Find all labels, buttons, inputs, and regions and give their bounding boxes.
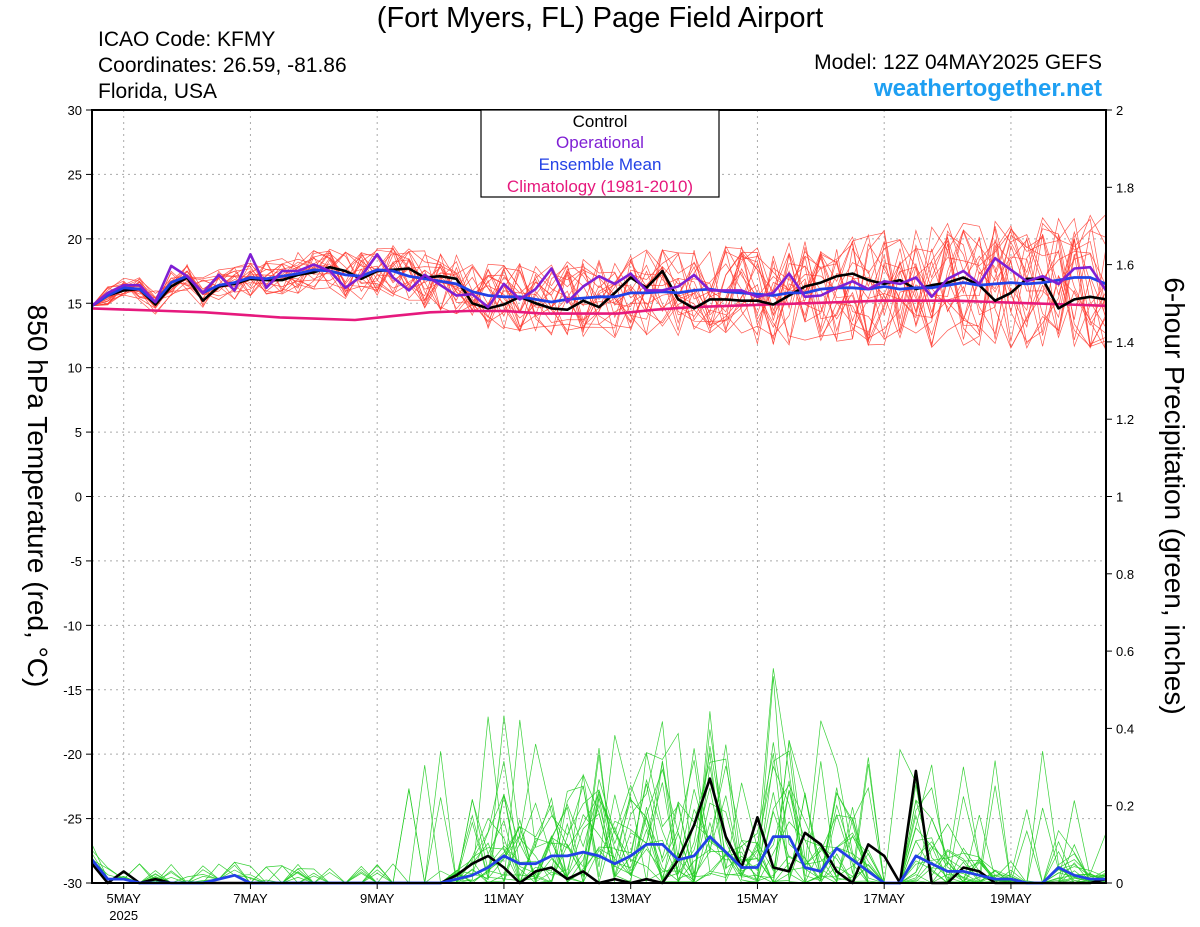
precipitation-member-line (91, 753, 1106, 884)
x-tick-label: 7MAY (233, 891, 268, 906)
precipitation-member-line (91, 753, 1107, 884)
temperature-member-line (91, 214, 1107, 342)
x-tick-label: 9MAY (360, 891, 395, 906)
right-axis-ticks: 2 1.8 1.6 1.4 1.2 1 0.8 0.6 0.4 0.2 0 (1106, 103, 1134, 891)
temperature-member-line (91, 228, 1107, 350)
main-series-lines (90, 253, 1108, 885)
temperature-member-line (91, 233, 1107, 345)
left-tick-label: 20 (68, 232, 82, 247)
chart-title: (Fort Myers, FL) Page Field Airport (376, 2, 824, 34)
right-tick-label: 0 (1116, 876, 1123, 891)
left-tick-label: -30 (63, 876, 82, 891)
right-tick-label: 0.8 (1116, 567, 1134, 582)
operational-temperature-line (91, 253, 1108, 309)
legend-climatology: Climatology (1981-2010) (507, 177, 693, 196)
left-tick-label: 5 (75, 425, 82, 440)
right-tick-label: 0.4 (1116, 721, 1134, 736)
temperature-member-line (91, 230, 1107, 346)
right-tick-label: 1.6 (1116, 258, 1134, 273)
right-tick-label: 1.8 (1116, 180, 1134, 195)
icao-code: ICAO Code: KFMY (98, 28, 276, 51)
plot-frame (91, 109, 1107, 884)
x-tick-year: 2025 (109, 908, 138, 923)
left-axis-ticks: 30 25 20 15 10 5 0 -5 -10 -15 -20 -25 -30 (63, 103, 92, 891)
x-tick-label: 5MAY (106, 891, 141, 906)
legend-operational: Operational (556, 133, 644, 152)
left-tick-label: -10 (63, 618, 82, 633)
site-link[interactable]: weathertogether.net (873, 75, 1102, 102)
left-tick-label: 10 (68, 361, 82, 376)
left-tick-label: 25 (68, 167, 82, 182)
legend-ensemble-mean: Ensemble Mean (539, 155, 662, 174)
precipitation-member-line (91, 748, 1107, 884)
right-tick-label: 1.4 (1116, 335, 1134, 350)
legend-control: Control (573, 112, 628, 131)
grid-lines (92, 110, 1106, 883)
left-axis-label: 850 hPa Temperature (red, °C) (22, 305, 53, 688)
right-tick-label: 0.6 (1116, 644, 1134, 659)
climatology-1981-2010-temperature-line (91, 299, 1107, 322)
right-tick-label: 0.2 (1116, 799, 1134, 814)
temperature-member-line (91, 217, 1107, 349)
coordinates: Coordinates: 26.59, -81.86 (98, 54, 347, 77)
legend-box (480, 109, 720, 198)
right-tick-label: 2 (1116, 103, 1123, 118)
precipitation-member-line (91, 739, 1107, 884)
legend: Control Operational Ensemble Mean Climat… (480, 109, 720, 198)
left-tick-label: -20 (63, 747, 82, 762)
region: Florida, USA (98, 80, 218, 103)
precipitation-ensemble-members (91, 668, 1107, 885)
left-tick-label: 30 (68, 103, 82, 118)
temperature-member-line (91, 230, 1107, 348)
left-tick-label: -15 (63, 683, 82, 698)
left-tick-label: 15 (68, 296, 82, 311)
x-tick-label: 17MAY (863, 891, 905, 906)
left-tick-label: -25 (63, 812, 82, 827)
left-tick-label: -5 (70, 554, 82, 569)
right-tick-label: 1 (1116, 490, 1123, 505)
temperature-member-line (91, 231, 1107, 347)
x-tick-label: 13MAY (610, 891, 652, 906)
model-run: Model: 12Z 04MAY2025 GEFS (814, 51, 1102, 74)
precipitation-member-line (91, 715, 1107, 884)
right-axis-label: 6-hour Precipitation (green, inches) (1159, 277, 1190, 714)
left-tick-label: 0 (75, 490, 82, 505)
x-tick-label: 19MAY (990, 891, 1032, 906)
x-tick-label: 11MAY (484, 891, 525, 906)
x-tick-label: 15MAY (737, 891, 779, 906)
x-axis-ticks: 5MAY 2025 7MAY 9MAY 11MAY 13MAY 15MAY 17MAY 19MA… (106, 883, 1032, 923)
right-tick-label: 1.2 (1116, 412, 1134, 427)
temperature-member-line (91, 226, 1107, 349)
